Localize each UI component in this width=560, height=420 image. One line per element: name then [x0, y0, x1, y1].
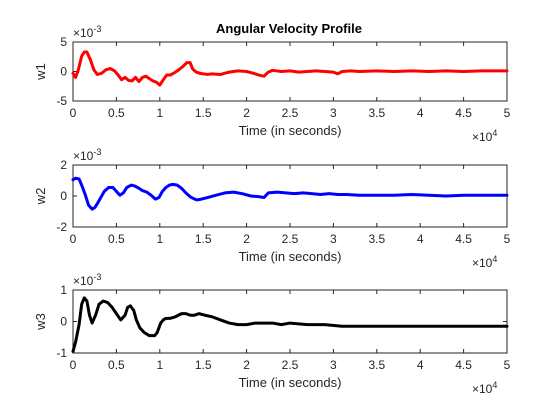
- x-tick-label: 0.5: [108, 358, 125, 372]
- y-exponent-label: ×10-3: [73, 272, 101, 288]
- y-axis-label: w2: [33, 188, 48, 206]
- x-tick-label: 3: [330, 106, 337, 120]
- x-tick-label: 1.5: [195, 358, 212, 372]
- x-tick-label: 3.5: [368, 358, 385, 372]
- x-tick-label: 5: [504, 232, 511, 246]
- x-tick-label: 2: [243, 358, 250, 372]
- x-tick-label: 0: [70, 232, 77, 246]
- y-axis-label: w1: [33, 63, 48, 81]
- x-exponent-label: ×104: [472, 380, 497, 396]
- x-tick-label: 3: [330, 358, 337, 372]
- x-tick-label: 4.5: [455, 358, 472, 372]
- x-exponent-label: ×104: [472, 254, 497, 270]
- y-exponent-label: ×10-3: [73, 24, 101, 40]
- x-tick-label: 4: [417, 232, 424, 246]
- x-tick-label: 0: [70, 358, 77, 372]
- figure-title: Angular Velocity Profile: [216, 21, 362, 36]
- series-line-1-1: [71, 50, 509, 87]
- x-tick-label: 1: [156, 358, 163, 372]
- y-tick-label: -1: [56, 346, 67, 360]
- x-axis-label: Time (in seconds): [239, 123, 342, 138]
- y-tick-label: -2: [56, 220, 67, 234]
- x-tick-label: 1: [156, 232, 163, 246]
- x-axis-label: Time (in seconds): [239, 249, 342, 264]
- x-tick-label: 2.5: [282, 358, 299, 372]
- x-tick-label: 1.5: [195, 232, 212, 246]
- x-tick-label: 4.5: [455, 106, 472, 120]
- x-tick-label: 1: [156, 106, 163, 120]
- x-axis-label: Time (in seconds): [239, 375, 342, 390]
- x-tick-label: 2: [243, 106, 250, 120]
- axes-box: [72, 289, 508, 354]
- x-tick-label: 0.5: [108, 106, 125, 120]
- y-tick-label: 0: [60, 189, 67, 203]
- x-exponent-label: ×104: [472, 128, 497, 144]
- y-exponent-label: ×10-3: [73, 147, 101, 163]
- series-line-3-1: [71, 296, 509, 353]
- x-tick-label: 2: [243, 232, 250, 246]
- x-tick-label: 1.5: [195, 106, 212, 120]
- y-tick-label: 0: [60, 65, 67, 79]
- x-tick-label: 4: [417, 106, 424, 120]
- x-tick-label: 5: [504, 358, 511, 372]
- x-tick-label: 0.5: [108, 232, 125, 246]
- y-tick-label: 5: [60, 35, 67, 49]
- series-line-2-1: [71, 176, 509, 211]
- x-tick-label: 3.5: [368, 106, 385, 120]
- x-tick-label: 3: [330, 232, 337, 246]
- x-tick-label: 0: [70, 106, 77, 120]
- x-tick-label: 3.5: [368, 232, 385, 246]
- y-tick-label: 2: [60, 158, 67, 172]
- y-tick-label: -5: [56, 94, 67, 108]
- x-tick-label: 5: [504, 106, 511, 120]
- x-tick-label: 2.5: [282, 106, 299, 120]
- y-tick-label: 1: [60, 283, 67, 297]
- x-tick-label: 4.5: [455, 232, 472, 246]
- x-tick-label: 4: [417, 358, 424, 372]
- y-axis-label: w3: [33, 313, 48, 331]
- y-tick-label: 0: [60, 315, 67, 329]
- x-tick-label: 2.5: [282, 232, 299, 246]
